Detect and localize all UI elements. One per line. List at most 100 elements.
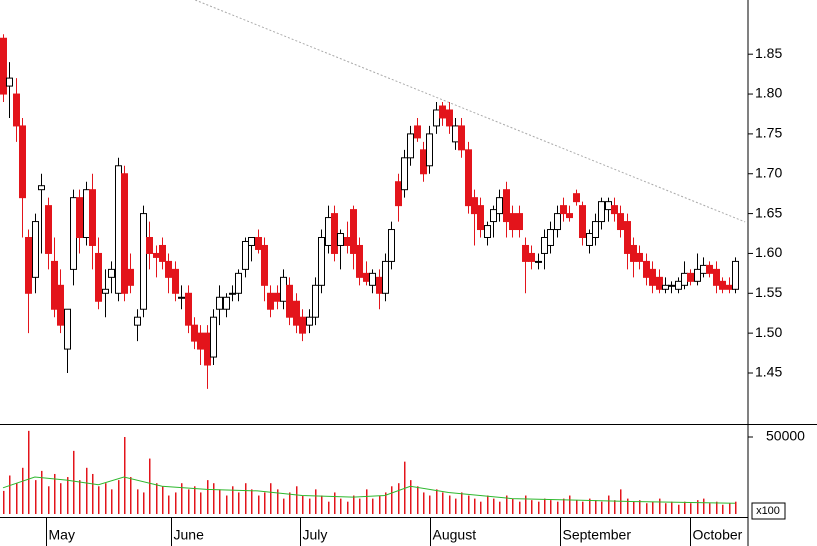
volume-bar [207,480,209,514]
volume-bar [436,489,438,514]
volume-bar [550,500,552,514]
volume-bar [531,500,533,514]
y-tick-label: 1.45 [755,364,782,380]
volume-bar [98,486,100,514]
volume-bar [372,498,374,514]
volume-bar [181,483,183,514]
volume-bar [449,495,451,514]
candle-body [38,185,45,191]
volume-bar [328,501,330,514]
candle-body [325,217,332,246]
volume-bar [54,473,56,514]
candle-body [395,181,402,207]
volume-bar [589,498,591,514]
volume-bar [468,495,470,514]
volume-bar [709,503,711,514]
candle-body [528,252,535,262]
volume-bar [213,483,215,514]
volume-bar [41,470,43,514]
y-tick-label: 1.60 [755,244,782,260]
candle-body [509,213,516,231]
candle-body [350,209,357,254]
y-tick-label: 1.75 [755,125,782,141]
volume-bar [359,498,361,514]
volume-bar [563,498,565,514]
candle-body [547,229,554,246]
volume-bar [601,501,603,514]
volume-bar [175,492,177,514]
volume-bar [156,483,158,514]
candle-body [636,252,643,262]
candle-body [566,213,573,219]
candle-body [452,125,459,143]
volume-bar [385,492,387,514]
volume-bar [162,486,164,514]
volume-bar [194,486,196,514]
volume-bar [735,501,737,514]
volume-bar [48,486,50,514]
volume-bar [258,495,260,514]
volume-bar [347,501,349,514]
candle-body [235,272,242,294]
candle-body [25,237,32,294]
candle-body [465,149,472,207]
candle-body [535,260,542,263]
volume-bar [671,501,673,514]
volume-bar [474,498,476,514]
volume-bar [525,495,527,514]
candle-body [242,240,249,270]
volume-bar [67,477,69,514]
candle-body [376,276,383,294]
volume-bar [3,490,5,514]
candle-body [185,292,192,326]
y-tick-label: 1.55 [755,284,782,300]
volume-bar [92,473,94,514]
volume-bar [28,430,30,514]
candle-body [662,284,669,290]
volume-bar [633,501,635,514]
volume-bar [398,483,400,514]
volume-bar [557,501,559,514]
y-tick-label: 1.85 [755,45,782,61]
volume-bar [722,504,724,514]
volume-bar [538,501,540,514]
candle-body [204,332,211,366]
candle-body [433,109,440,127]
x-tick-label: June [174,527,205,543]
candle-body [261,244,268,286]
candle-body [522,244,529,262]
candle-body [197,332,204,350]
candle-body [70,197,77,270]
candle-body [579,205,586,239]
candle-body [216,296,223,310]
candle-body [356,244,363,278]
volume-bar [168,495,170,514]
candle-body [318,237,325,286]
candle-body [102,288,109,294]
candle-body [191,324,198,342]
candle-body [255,237,262,250]
candle-body [426,133,433,167]
volume-bar [410,480,412,514]
volume-bar [627,498,629,514]
volume-bar [73,450,75,514]
candle-body [306,316,313,326]
volume-bar [143,492,145,514]
volume-bar [455,498,457,514]
candle-body [57,284,64,326]
x-tick-label: May [49,527,75,543]
candle-body [617,213,624,231]
volume-bar [137,489,139,514]
candle-body [706,264,713,274]
volume-bar [270,483,272,514]
candle-body [605,201,612,211]
candle-body [516,213,523,231]
volume-bar [512,498,514,514]
volume-bar [296,486,298,514]
candle-body [299,316,306,334]
candle-body [732,260,739,290]
volume-bar [340,498,342,514]
volume-bar [309,498,311,514]
volume-bar [608,495,610,514]
